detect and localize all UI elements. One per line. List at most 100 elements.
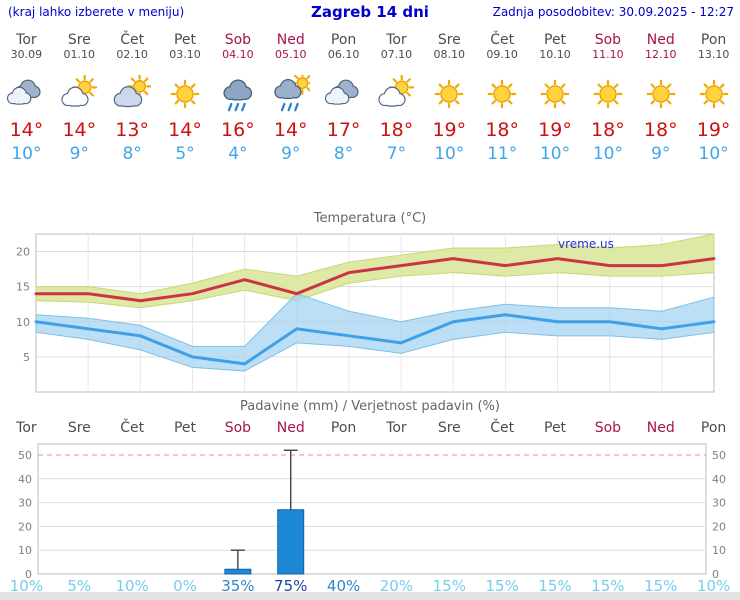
day-high-temp: 14°	[168, 119, 202, 141]
precip-day-label: Tor	[16, 420, 37, 436]
day-name: Pon	[330, 32, 357, 48]
day-column-07.10[interactable]: Tor 07.10 18° 7°	[370, 32, 423, 164]
temperature-chart-title: Temperatura (°C)	[313, 211, 427, 226]
forecast-day-columns: Tor 30.09 14° 10° Sre 01.10 14° 9° Čet 02.10 13° 8°…	[0, 32, 740, 164]
day-date: 09.10	[486, 48, 518, 61]
day-date: 13.10	[697, 48, 730, 61]
precipitation-chart-title: Padavine (mm) / Verjetnost padavin (%)	[240, 399, 500, 414]
day-name: Pon	[700, 32, 727, 48]
day-name: Tor	[16, 32, 37, 48]
day-high-temp: 19°	[696, 119, 731, 141]
day-low-temp: 10°	[592, 144, 623, 164]
day-column-03.10[interactable]: Pet 03.10 14° 5°	[159, 32, 212, 164]
day-name: Pet	[544, 32, 567, 48]
sunny-icon	[476, 75, 529, 115]
precip-probability-value: 10%	[115, 577, 149, 595]
svg-text:10: 10	[712, 544, 726, 557]
day-high-temp: 14°	[9, 119, 44, 141]
svg-text:5: 5	[23, 351, 30, 364]
svg-text:0: 0	[25, 568, 32, 580]
day-high-temp: 13°	[115, 119, 149, 141]
day-date: 07.10	[380, 48, 413, 61]
day-low-temp: 10°	[434, 144, 465, 164]
svg-text:40: 40	[712, 473, 726, 486]
svg-text:30: 30	[712, 497, 726, 510]
sunny-icon	[423, 75, 476, 115]
day-name: Čet	[490, 32, 515, 48]
day-low-temp: 4°	[228, 144, 248, 164]
day-high-temp: 18°	[379, 119, 414, 141]
day-low-temp: 10°	[11, 144, 42, 164]
svg-text:15: 15	[16, 281, 30, 294]
precip-day-label: Sob	[224, 420, 252, 436]
partly-cloudy-icon	[370, 74, 423, 115]
precip-probability-value: 15%	[432, 577, 466, 595]
svg-text:20: 20	[18, 520, 32, 533]
day-column-12.10[interactable]: Ned 12.10 18° 9°	[634, 32, 687, 164]
day-column-08.10[interactable]: Sre 08.10 19° 10°	[423, 32, 476, 164]
day-high-temp: 19°	[538, 119, 572, 141]
day-column-02.10[interactable]: Čet 02.10 13° 8°	[106, 32, 159, 164]
day-date: 01.10	[63, 48, 96, 61]
day-low-temp: 9°	[651, 144, 671, 164]
precipitation-day-labels: Tor Sre Čet Pet Sob Ned Pon Tor Sre Čet Pet Sob Ned P…	[0, 420, 740, 436]
day-low-temp: 11°	[487, 144, 518, 164]
page-title: Zagreb 14 dni	[311, 3, 429, 21]
precip-probability-value: 5%	[67, 577, 92, 595]
precip-day-label: Sre	[437, 420, 461, 436]
day-column-01.10[interactable]: Sre 01.10 14° 9°	[53, 32, 106, 164]
day-name: Čet	[120, 32, 145, 48]
sunny-icon	[159, 75, 212, 115]
day-date: 30.09	[10, 48, 43, 61]
day-column-06.10[interactable]: Pon 06.10 17° 8°	[317, 32, 370, 164]
svg-text:50: 50	[712, 449, 726, 462]
precip-probability-value: 75%	[274, 577, 308, 595]
day-high-temp: 16°	[221, 119, 255, 141]
sunny-icon	[634, 75, 687, 115]
watermark: vreme.us	[558, 237, 614, 251]
precip-probability-row: 10% 5% 10% 0% 35% 75% 40% 20% 15% 15% 15% 15% 15% 10%	[0, 577, 740, 595]
precip-day-label: Pet	[173, 420, 197, 436]
precip-day-label: Sob	[594, 420, 622, 436]
day-name: Ned	[276, 32, 305, 48]
day-column-10.10[interactable]: Pet 10.10 19° 10°	[529, 32, 582, 164]
precip-probability-value: 15%	[591, 577, 625, 595]
svg-text:0: 0	[712, 568, 719, 580]
day-column-04.10[interactable]: Sob 04.10 16° 4°	[211, 32, 264, 164]
precip-day-label: Čet	[490, 420, 515, 436]
day-date: 05.10	[274, 48, 307, 61]
precip-probability-value: 20%	[379, 577, 414, 595]
day-date: 03.10	[169, 48, 201, 61]
svg-text:40: 40	[18, 473, 32, 486]
precip-probability-value: 40%	[326, 577, 361, 595]
day-column-30.09[interactable]: Tor 30.09 14° 10°	[0, 32, 53, 164]
day-high-temp: 14°	[273, 119, 308, 141]
day-low-temp: 8°	[333, 144, 354, 164]
precip-probability-value: 35%	[221, 577, 255, 595]
footer-strip	[0, 592, 740, 600]
day-column-11.10[interactable]: Sob 11.10 18° 10°	[581, 32, 634, 164]
day-column-05.10[interactable]: Ned 05.10 14° 9°	[264, 32, 317, 164]
cloudy-icon	[0, 75, 53, 115]
precip-day-label: Tor	[386, 420, 407, 436]
rain-sun-icon	[264, 71, 317, 115]
day-column-09.10[interactable]: Čet 09.10 18° 11°	[476, 32, 529, 164]
day-date: 11.10	[592, 48, 624, 61]
cloudy-icon	[317, 75, 370, 115]
day-low-temp: 5°	[175, 144, 195, 164]
sunny-icon	[529, 75, 582, 115]
day-high-temp: 17°	[326, 119, 361, 141]
day-name: Pet	[173, 32, 197, 48]
day-date: 02.10	[116, 48, 148, 61]
day-name: Sob	[594, 32, 622, 48]
day-name: Sob	[224, 32, 252, 48]
day-name: Sre	[67, 32, 91, 48]
sunny-icon	[581, 75, 634, 115]
precip-day-label: Pon	[700, 420, 727, 436]
precip-day-label: Ned	[646, 420, 675, 436]
day-low-temp: 9°	[281, 144, 301, 164]
day-date: 12.10	[644, 48, 677, 61]
precip-day-label: Ned	[276, 420, 305, 436]
day-column-13.10[interactable]: Pon 13.10 19° 10°	[687, 32, 740, 164]
